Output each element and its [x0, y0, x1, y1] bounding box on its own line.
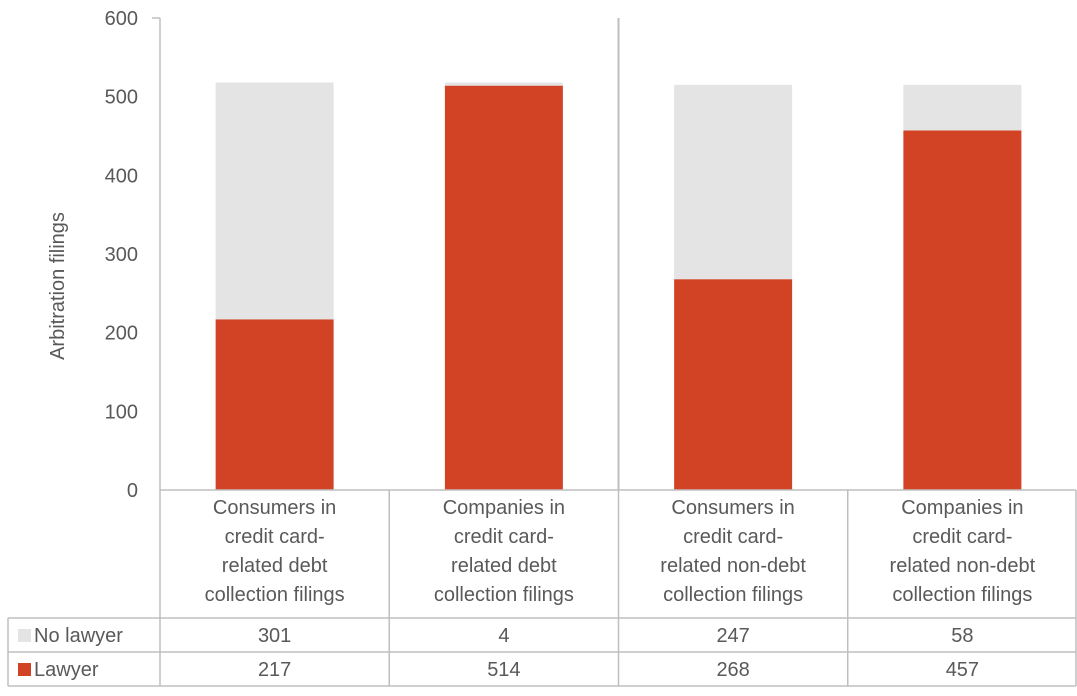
y-tick-label: 0	[127, 480, 138, 502]
category-label: Consumers in	[671, 497, 794, 519]
table-cell-value: 217	[258, 659, 291, 681]
bar-lawyer	[215, 319, 334, 490]
bar-lawyer	[903, 130, 1022, 490]
legend-label: No lawyer	[34, 625, 123, 647]
category-label: collection filings	[663, 584, 803, 606]
category-label: credit card-	[225, 526, 325, 548]
bars	[215, 82, 1022, 491]
category-label: credit card-	[454, 526, 554, 548]
table-cell-value: 58	[951, 625, 973, 647]
bar-no-lawyer	[215, 82, 334, 320]
legend-label: Lawyer	[34, 659, 99, 681]
category-label: Companies in	[901, 497, 1023, 519]
bar-no-lawyer	[674, 84, 793, 280]
category-label: credit card-	[683, 526, 783, 548]
y-axis-label: Arbitration filings	[47, 212, 69, 360]
table-cell-value: 247	[716, 625, 749, 647]
y-tick-label: 400	[105, 165, 138, 187]
category-label: Companies in	[443, 497, 565, 519]
category-label: related debt	[451, 555, 557, 577]
table-cell-value: 268	[716, 659, 749, 681]
category-label: related non-debt	[890, 555, 1036, 577]
bar-no-lawyer	[903, 84, 1022, 131]
category-label: Consumers in	[213, 497, 336, 519]
y-tick-label: 300	[105, 244, 138, 266]
category-label: collection filings	[205, 584, 345, 606]
y-tick-label: 200	[105, 323, 138, 345]
bar-lawyer	[674, 279, 793, 490]
bar-no-lawyer	[444, 82, 563, 86]
category-label: collection filings	[892, 584, 1032, 606]
legend-swatch	[18, 663, 31, 676]
y-axis-ticks: 0 100 200 300 400 500 600	[105, 8, 138, 502]
axes	[152, 17, 620, 490]
y-tick-label: 100	[105, 401, 138, 423]
y-tick-label: 500	[105, 87, 138, 109]
legend-swatch	[18, 629, 31, 642]
y-tick-label: 600	[105, 8, 138, 30]
category-label: collection filings	[434, 584, 574, 606]
table-cell-value: 457	[946, 659, 979, 681]
table-cell-value: 301	[258, 625, 291, 647]
category-label: credit card-	[912, 526, 1012, 548]
table-cell-value: 4	[498, 625, 509, 647]
category-label: related debt	[222, 555, 328, 577]
data-table: Consumers in credit card-related debt coll…	[7, 489, 1077, 687]
category-label: related non-debt	[660, 555, 806, 577]
bar-lawyer	[444, 85, 563, 491]
table-cell-value: 514	[487, 659, 520, 681]
